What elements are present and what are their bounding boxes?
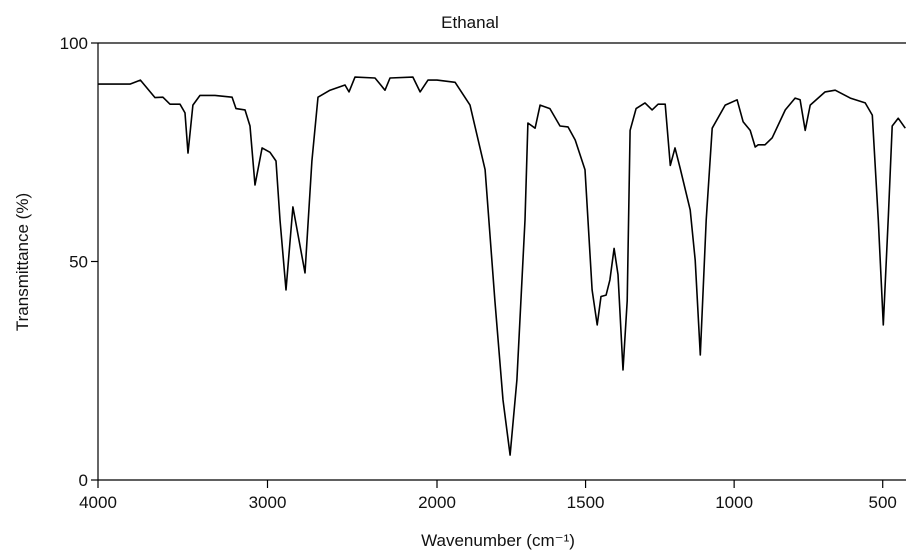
y-tick-label: 50 (69, 253, 88, 272)
y-tick-label: 0 (79, 471, 88, 490)
y-axis-label: Transmittance (%) (13, 193, 32, 331)
x-tick-label: 4000 (79, 493, 117, 512)
x-tick-label: 1000 (715, 493, 753, 512)
x-tick-label: 500 (869, 493, 897, 512)
spectrum-line (98, 76, 906, 456)
chart-title: Ethanal (441, 13, 499, 32)
y-tick-label: 100 (60, 34, 88, 53)
x-tick-label: 1500 (567, 493, 605, 512)
x-tick-label: 2000 (418, 493, 456, 512)
x-axis-label: Wavenumber (cm⁻¹) (421, 531, 575, 550)
x-tick-label: 3000 (249, 493, 287, 512)
